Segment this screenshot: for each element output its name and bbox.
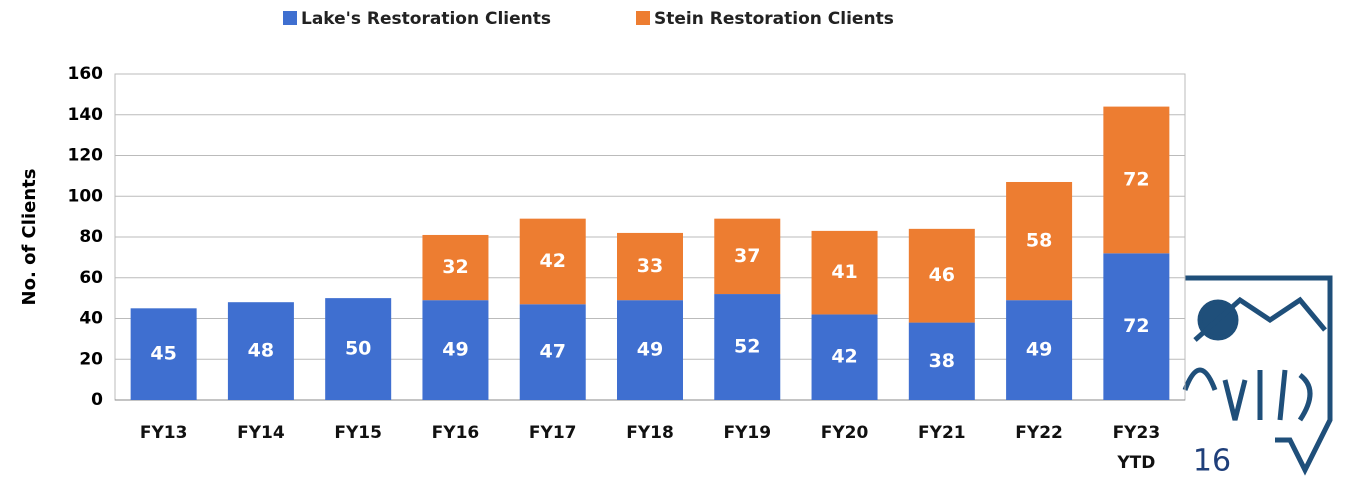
value-label: 72	[1123, 315, 1149, 337]
bar-segment	[908, 228, 975, 323]
x-tick-label: FY20	[820, 423, 869, 443]
y-tick-label: 60	[79, 268, 103, 288]
value-label: 42	[540, 250, 566, 272]
x-tick-label: FY21	[918, 423, 966, 443]
y-tick-label: 80	[79, 227, 103, 247]
bar-segment	[617, 300, 683, 400]
y-tick-label: 0	[91, 390, 103, 410]
value-label: 38	[929, 350, 955, 372]
x-tick-label: FY22	[1015, 423, 1063, 443]
y-tick-label: 20	[79, 349, 103, 369]
value-label: 49	[637, 339, 663, 361]
y-tick-label: 40	[79, 309, 103, 329]
bar-segment	[1103, 106, 1170, 254]
value-label: 46	[929, 264, 955, 286]
bar-segment	[908, 322, 975, 400]
bar-segment	[130, 308, 197, 400]
value-label: 48	[248, 340, 274, 362]
x-tick-label: FY16	[431, 423, 480, 443]
value-label: 32	[442, 256, 468, 278]
legend-swatch	[636, 11, 650, 25]
legend-swatch	[283, 11, 297, 25]
bar-segment	[519, 218, 586, 305]
bar-segment	[617, 232, 683, 301]
value-label: 50	[345, 338, 371, 360]
y-axis-title: No. of Clients	[19, 169, 40, 306]
x-tick-label: FY18	[626, 423, 674, 443]
value-label: 33	[637, 255, 663, 277]
legend-label: Lake's Restoration Clients	[301, 9, 551, 29]
legend-label: Stein Restoration Clients	[654, 9, 894, 29]
x-tick-label: FY13	[139, 423, 188, 443]
logo	[1182, 275, 1333, 476]
x-tick-label: FY15	[334, 423, 382, 443]
value-label: 58	[1026, 230, 1052, 252]
value-label: 49	[442, 339, 468, 361]
y-tick-label: 100	[68, 186, 104, 206]
value-label: 41	[831, 261, 857, 283]
value-label: 49	[1026, 339, 1052, 361]
x-tick-label: FY23 YTD	[1112, 423, 1161, 473]
bar-segment	[714, 294, 781, 400]
bar-segment	[325, 298, 392, 400]
x-tick-label: FY17	[528, 423, 577, 443]
value-label: 52	[734, 336, 760, 358]
bar-segment	[811, 230, 878, 315]
value-label: 72	[1123, 168, 1149, 190]
bar-segment	[1103, 253, 1170, 400]
bar-segment	[422, 300, 489, 400]
value-label: 42	[831, 346, 857, 368]
bar-segment	[1006, 181, 1073, 301]
bar-segment	[519, 304, 586, 400]
x-tick-label: FY14	[237, 423, 285, 443]
value-label: 45	[150, 343, 176, 365]
y-tick-label: 120	[68, 146, 104, 166]
y-tick-label: 160	[68, 64, 104, 84]
bar-segment	[811, 314, 878, 400]
bar-segment	[422, 234, 489, 301]
value-label: 37	[734, 245, 760, 267]
x-tick-label: FY19	[723, 423, 772, 443]
bar-segment	[1006, 300, 1073, 400]
value-label: 47	[540, 341, 566, 363]
y-tick-label: 140	[68, 105, 104, 125]
bar-segment	[714, 218, 781, 295]
bar-segment	[227, 302, 294, 400]
page-number: 16	[1193, 444, 1231, 479]
